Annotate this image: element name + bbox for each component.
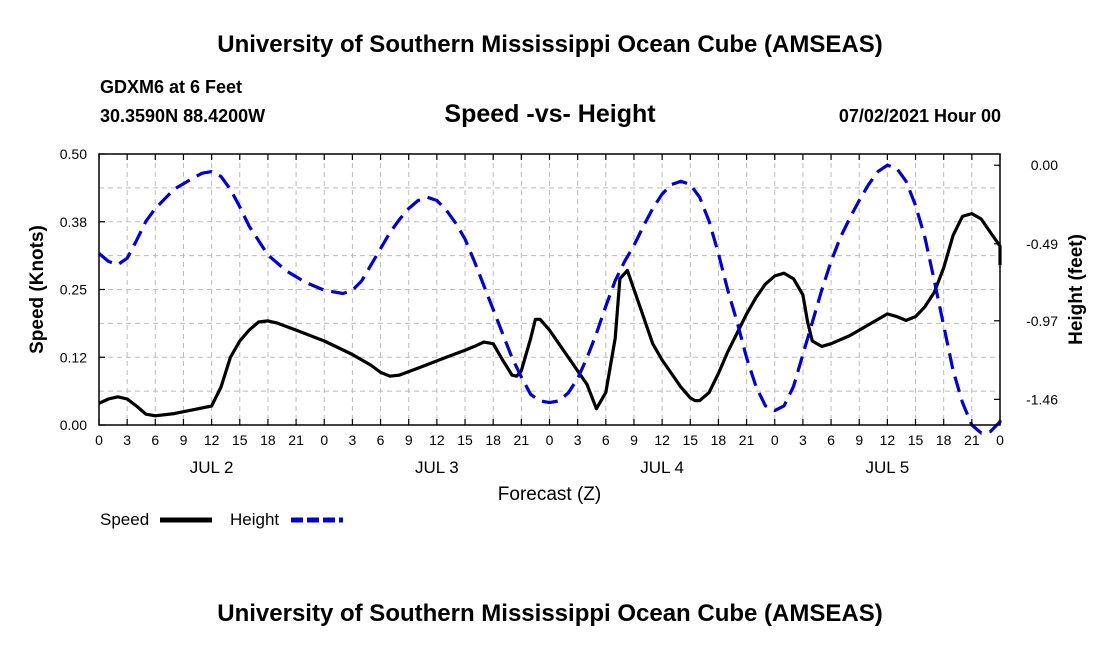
x-tick-label: 9	[630, 432, 638, 448]
y-tick-label: 0.50	[60, 146, 87, 162]
y-right-tick-label: -0.49	[1026, 236, 1058, 252]
chart-title: Speed -vs- Height	[444, 100, 656, 128]
x-tick-label: 3	[799, 432, 807, 448]
x-tick-label: 15	[682, 432, 698, 448]
y-right-tick-label: -1.46	[1026, 391, 1058, 407]
station-label: GDXM6 at 6 Feet	[100, 77, 243, 97]
x-tick-label: 6	[151, 432, 159, 448]
x-tick-label: 15	[457, 432, 473, 448]
y-tick-label: 0.38	[60, 214, 87, 230]
x-tick-label: 18	[485, 432, 501, 448]
series-layer	[97, 163, 1002, 435]
x-tick-label: 6	[827, 432, 835, 448]
legend-speed-label: Speed	[100, 510, 149, 529]
x-tick-label: 6	[602, 432, 610, 448]
x-tick-label: 12	[654, 432, 670, 448]
x-tick-label: 15	[908, 432, 924, 448]
x-tick-label: 18	[711, 432, 727, 448]
x-tick-label: 18	[936, 432, 952, 448]
x-tick-label: 21	[514, 432, 530, 448]
y-tick-label: 0.25	[60, 282, 87, 298]
y-right-tick-label: 0.00	[1031, 157, 1058, 173]
y-axis-right-label: Height (feet)	[1066, 234, 1087, 345]
x-tick-label: 3	[574, 432, 582, 448]
axes: 0 3 6 9 12 15 18 21 0 3 6 9 12 15 18 21 0 3 6 9 12 15 18 21 0 3 6 9…	[60, 146, 1058, 477]
x-tick-label: 18	[260, 432, 276, 448]
x-tick-label: 15	[232, 432, 248, 448]
x-tick-label: 0	[996, 432, 1004, 448]
x-tick-label: 6	[377, 432, 385, 448]
day-label: JUL 3	[415, 458, 459, 477]
y-right-tick-label: -0.97	[1026, 313, 1058, 329]
x-tick-label: 0	[771, 432, 779, 448]
y-tick-label: 0.12	[60, 349, 87, 365]
day-label: JUL 4	[640, 458, 684, 477]
x-tick-label: 9	[180, 432, 188, 448]
series-height-line	[97, 163, 1002, 435]
x-tick-label: 12	[880, 432, 896, 448]
x-tick-label: 0	[320, 432, 328, 448]
y-tick-label: 0.00	[60, 417, 87, 433]
series-speed-line	[98, 212, 1002, 418]
x-tick-label: 12	[429, 432, 445, 448]
coordinates-label: 30.3590N 88.4200W	[100, 106, 266, 126]
x-tick-label: 9	[405, 432, 413, 448]
day-label: JUL 2	[190, 458, 234, 477]
x-tick-label: 21	[964, 432, 980, 448]
x-tick-label: 0	[546, 432, 554, 448]
grid	[99, 154, 1000, 425]
forecast-datetime: 07/02/2021 Hour 00	[838, 106, 1001, 126]
x-tick-label: 3	[123, 432, 131, 448]
legend-height-label: Height	[230, 510, 279, 529]
title-top: University of Southern Mississippi Ocean…	[217, 31, 883, 58]
x-tick-label: 0	[95, 432, 103, 448]
title-bottom: University of Southern Mississippi Ocean…	[217, 600, 883, 627]
x-tick-label: 21	[288, 432, 304, 448]
x-tick-label: 21	[739, 432, 755, 448]
legend: Speed Height	[100, 510, 343, 529]
x-tick-label: 3	[349, 432, 357, 448]
y-axis-label: Speed (Knots)	[27, 225, 48, 354]
x-tick-label: 9	[855, 432, 863, 448]
x-axis-label: Forecast (Z)	[498, 484, 601, 505]
day-label: JUL 5	[865, 458, 909, 477]
x-tick-label: 12	[204, 432, 220, 448]
